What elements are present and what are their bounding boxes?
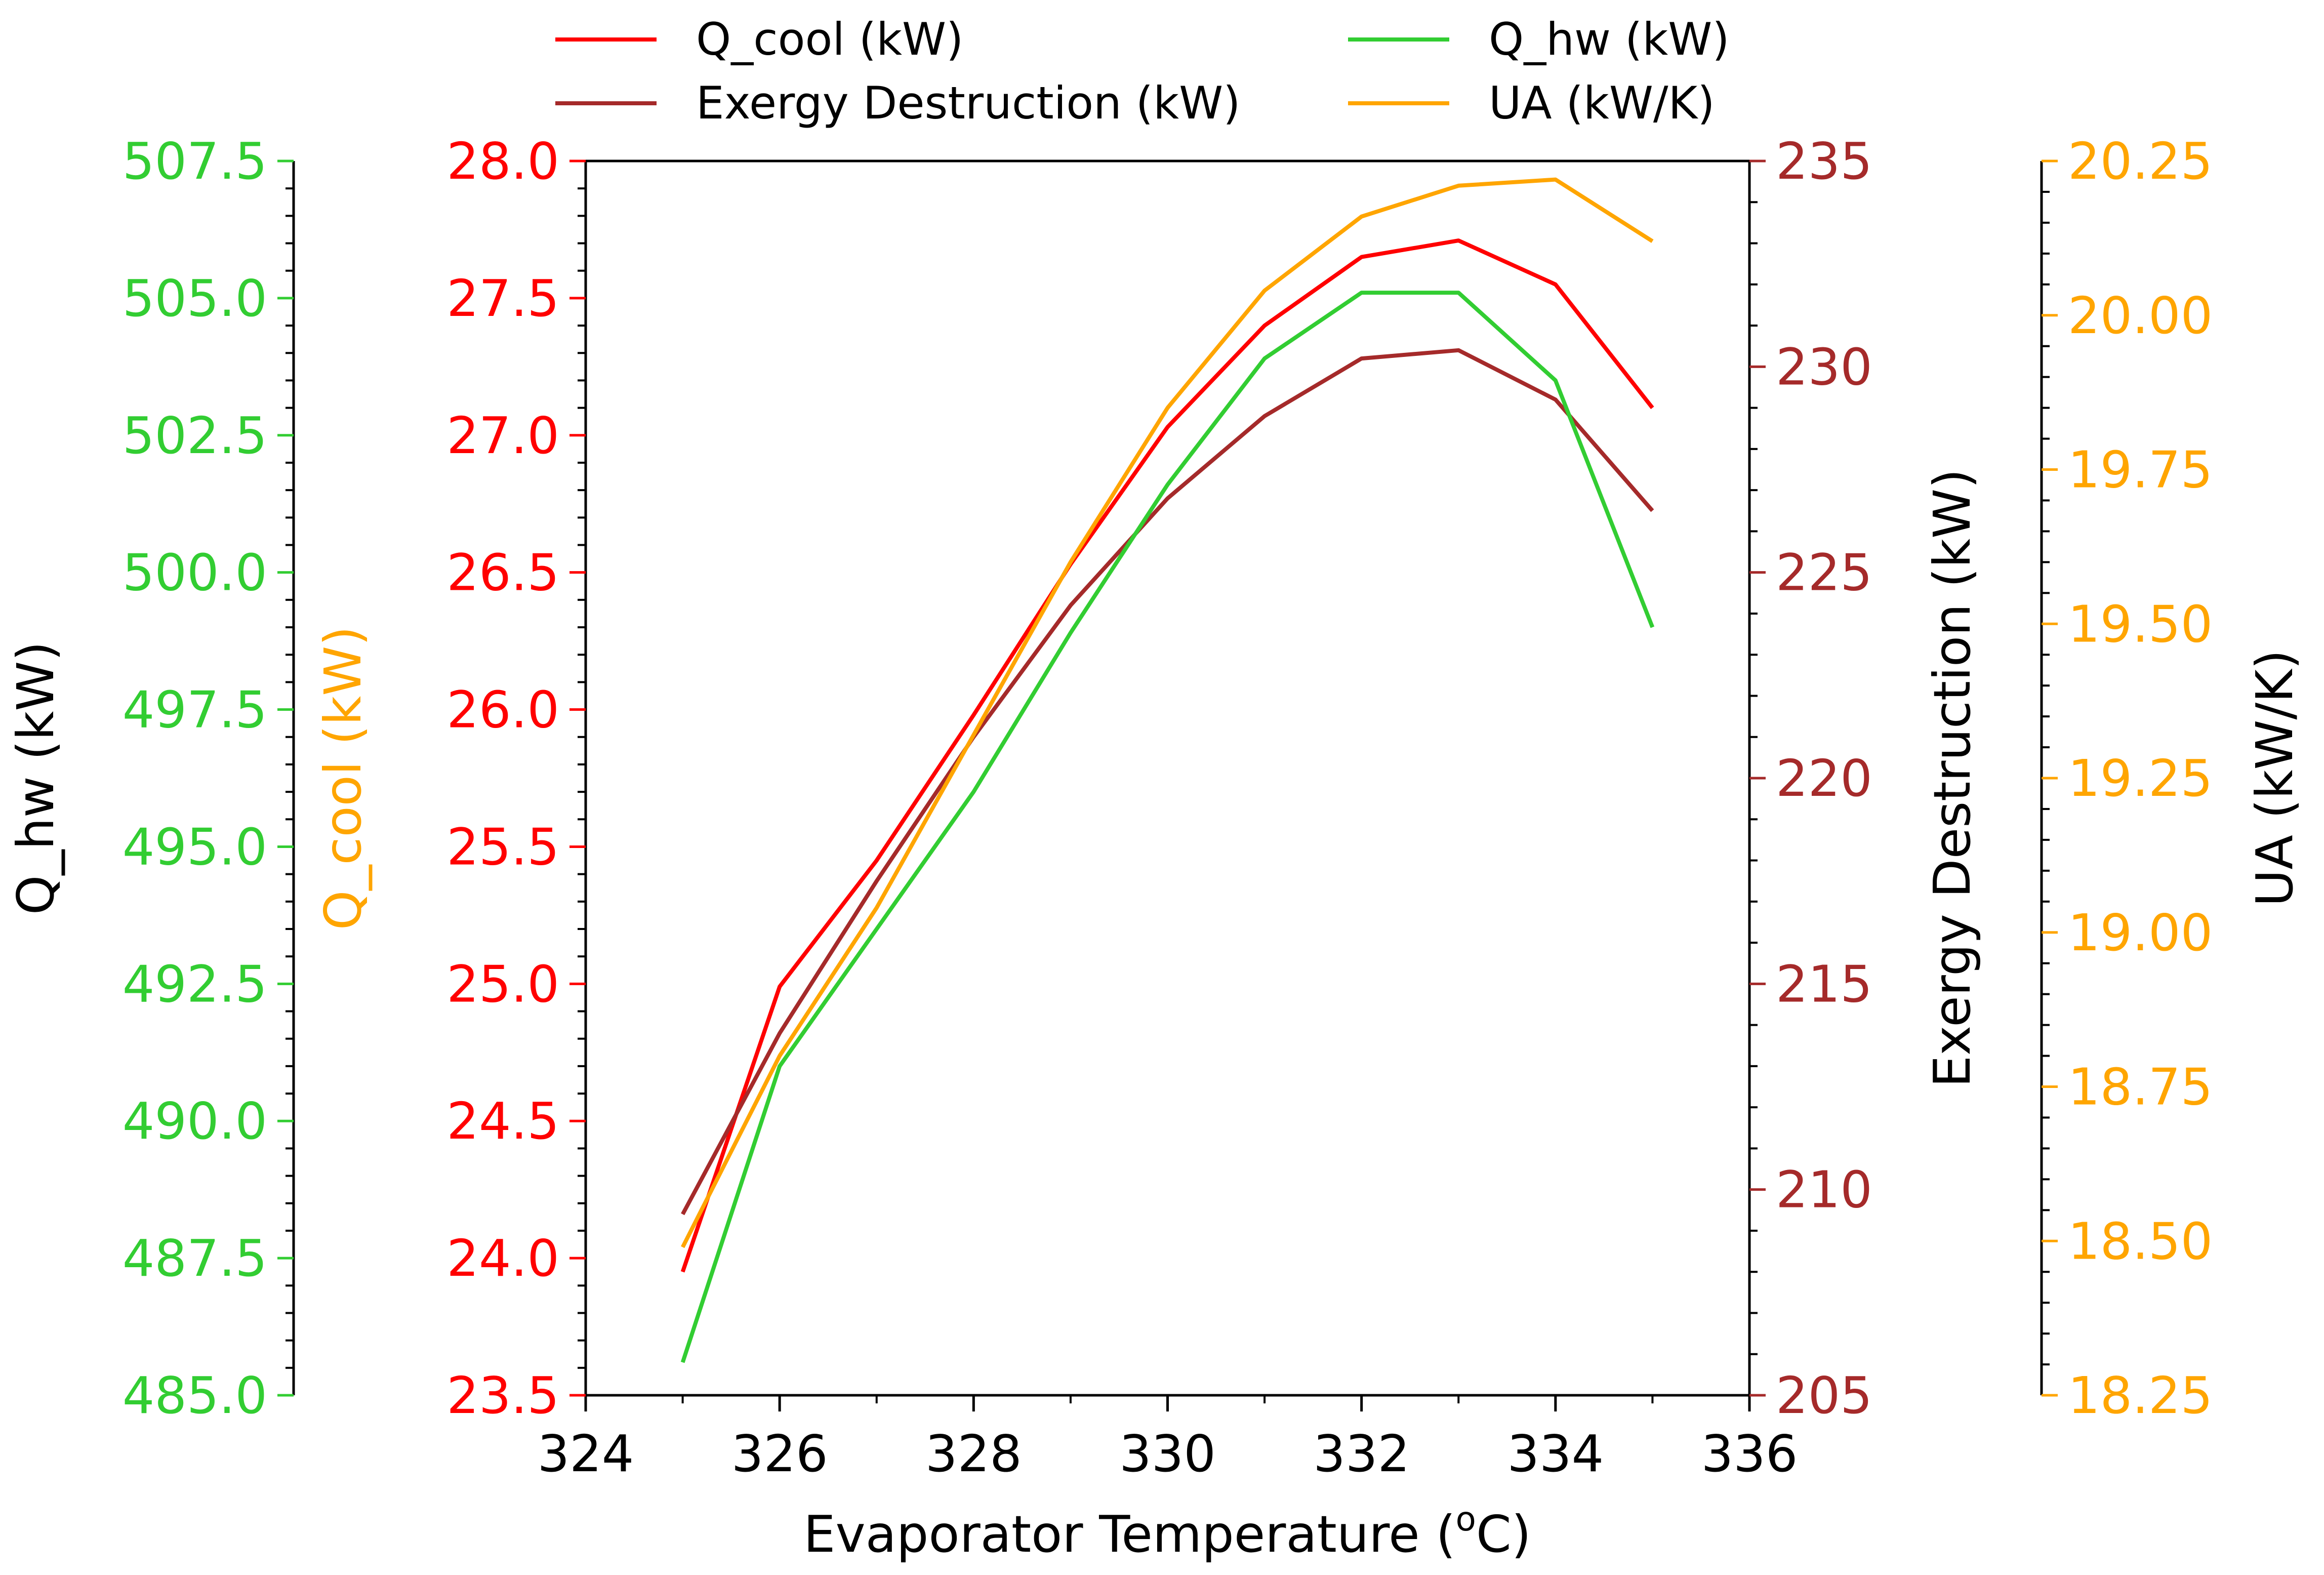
ua-tick-label: 18.50 [2068,1211,2213,1271]
ua-tick-label: 18.75 [2068,1058,2213,1117]
q_hw-tick-label: 495.0 [123,817,267,876]
q_hw-axis-title: Q_hw (kW) [6,641,65,915]
q_cool-tick-label: 27.0 [446,406,559,465]
x-tick-label: 326 [731,1424,828,1483]
legend-item: UA (kW/K) [1348,77,1715,129]
x-axis-title: Evaporator Temperature (oC) [803,1500,1531,1564]
q_cool-tick-label: 26.5 [446,543,559,602]
ua-tick-label: 19.00 [2068,903,2213,962]
q_cool-tick-label: 24.5 [446,1092,559,1151]
q_hw-tick-label: 505.0 [123,269,267,328]
q_cool-tick-label: 26.0 [446,680,559,740]
x-tick-label: 336 [1701,1424,1798,1483]
q_cool-tick-label: 27.5 [446,269,559,328]
exergy-tick-label: 225 [1776,543,1872,602]
legend-label: UA (kW/K) [1489,77,1715,129]
q_cool-tick-label: 25.5 [446,817,559,876]
ua-tick-label: 18.25 [2068,1366,2213,1425]
exergy-tick-label: 220 [1776,749,1872,808]
exergy-tick-label: 235 [1776,132,1872,191]
q_hw-tick-label: 507.5 [123,132,267,191]
q_cool-tick-label: 28.0 [446,132,559,191]
exergy-tick-label: 210 [1776,1160,1872,1220]
q_cool-tick-label: 25.0 [446,954,559,1014]
axis-titles: Evaporator Temperature (oC) Q_cool (kW) E… [6,469,2304,1564]
q_hw-tick-label: 485.0 [123,1366,267,1425]
q_cool-tick-label: 24.0 [446,1229,559,1288]
legend-item: Q_cool (kW) [555,13,963,65]
exergy-tick-label: 215 [1776,954,1872,1014]
q_hw-tick-label: 502.5 [123,406,267,465]
legend-label: Exergy Destruction (kW) [696,77,1240,129]
q_hw-tick-label: 497.5 [123,680,267,740]
ua-tick-label: 19.50 [2068,594,2213,654]
exergy-axis-title: Exergy Destruction (kW) [1923,469,1982,1087]
x-tick-label: 324 [538,1424,634,1483]
q_hw-tick-label: 487.5 [123,1229,267,1288]
q_hw-tick-label: 490.0 [123,1092,267,1151]
q_cool-axis-title: Q_cool (kW) [313,626,373,930]
x-tick-label: 328 [925,1424,1022,1483]
ua-tick-label: 19.75 [2068,440,2213,500]
series-line-ua [681,177,1654,1248]
ua-tick-label: 19.25 [2068,749,2213,808]
series-lines [680,177,1655,1363]
x-tick-label: 332 [1313,1424,1410,1483]
exergy-tick-label: 205 [1776,1366,1872,1425]
exergy-tick-label: 230 [1776,337,1872,396]
ua-tick-label: 20.00 [2068,286,2213,345]
q_hw-tick-label: 492.5 [123,954,267,1014]
ua-tick-label: 20.25 [2068,132,2213,191]
series-line-exergy [681,348,1654,1216]
series-line-q_hw [680,291,1655,1363]
q_cool-tick-label: 23.5 [446,1366,559,1425]
legend: Q_cool (kW) Exergy Destruction (kW) Q_hw (… [555,13,1730,129]
x-tick-label: 334 [1507,1424,1604,1483]
legend-label: Q_cool (kW) [696,13,963,65]
q_hw-tick-label: 500.0 [123,543,267,602]
legend-label: Q_hw (kW) [1489,13,1730,65]
legend-item: Q_hw (kW) [1348,13,1730,65]
x-tick-label: 330 [1119,1424,1216,1483]
ticks: 324 326 328 330 332 334 336 23.5 24.0 24.5 25.0 25.… [123,132,2213,1483]
ua-axis-title: UA (kW/K) [2245,650,2304,906]
plot-frame [584,159,1751,1397]
legend-item: Exergy Destruction (kW) [555,77,1240,129]
series-line-q_cool [680,238,1654,1273]
